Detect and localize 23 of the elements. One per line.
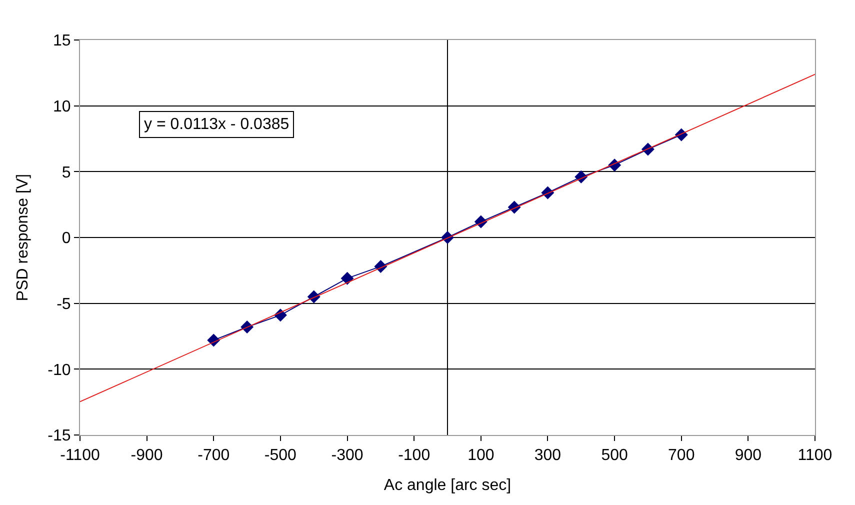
x-tick-label: 500 [601, 447, 628, 464]
x-tick-label: 100 [468, 447, 494, 464]
x-tick-label: -300 [331, 447, 364, 464]
y-axis-title: PSD response [V] [14, 174, 32, 302]
x-tick-label: -1100 [60, 447, 100, 464]
y-tick-label: -15 [48, 428, 71, 445]
x-tick-label: 700 [668, 447, 695, 464]
x-axis-title: Ac angle [arc sec] [384, 476, 512, 494]
y-tick-label: 15 [53, 32, 71, 50]
x-tick-label: -700 [198, 447, 230, 464]
y-tick-label: 0 [62, 230, 71, 248]
y-tick-label: 5 [62, 164, 71, 182]
x-tick-label: -500 [264, 447, 297, 464]
x-tick-label: 1100 [798, 447, 832, 464]
y-tick-label: 10 [53, 98, 71, 116]
annotation: y = 0.0113x - 0.0385 [144, 116, 290, 133]
x-tick-label: 900 [734, 447, 762, 464]
x-tick-label: -900 [130, 447, 163, 464]
x-tick-label: 300 [534, 447, 562, 464]
point [340, 272, 354, 285]
y-tick-label: -10 [48, 362, 71, 379]
y-tick-label: -5 [56, 296, 71, 313]
x-tick-label: -100 [398, 447, 430, 464]
